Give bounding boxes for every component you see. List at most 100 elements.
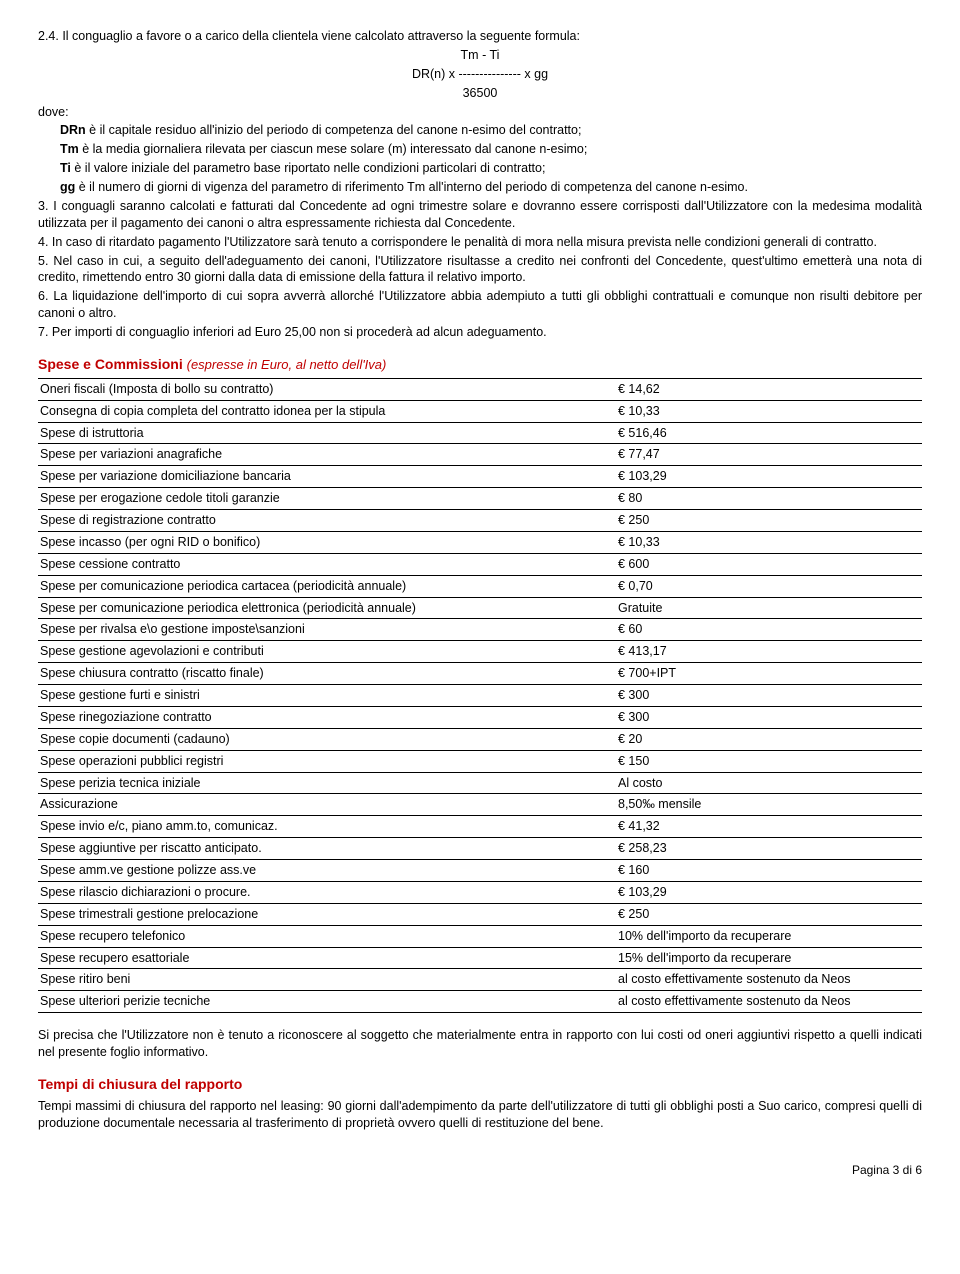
spese-value: al costo effettivamente sostenuto da Neo… [616, 969, 922, 991]
spese-value: € 300 [616, 706, 922, 728]
spese-value: € 41,32 [616, 816, 922, 838]
spese-label: Spese per variazioni anagrafiche [38, 444, 616, 466]
spese-label: Spese copie documenti (cadauno) [38, 728, 616, 750]
formula-line-1: Tm - Ti [38, 47, 922, 64]
spese-value: € 516,46 [616, 422, 922, 444]
table-row: Spese gestione agevolazioni e contributi… [38, 641, 922, 663]
table-row: Assicurazione8,50‰ mensile [38, 794, 922, 816]
table-row: Spese per variazione domiciliazione banc… [38, 466, 922, 488]
spese-label: Spese rinegoziazione contratto [38, 706, 616, 728]
def-drn-label: DRn [60, 123, 86, 137]
spese-label: Assicurazione [38, 794, 616, 816]
nota-utilizzatore: Si precisa che l'Utilizzatore non è tenu… [38, 1027, 922, 1061]
table-row: Spese operazioni pubblici registri€ 150 [38, 750, 922, 772]
table-row: Spese di registrazione contratto€ 250 [38, 510, 922, 532]
table-row: Spese recupero telefonico10% dell'import… [38, 925, 922, 947]
table-row: Spese rilascio dichiarazioni o procure.€… [38, 881, 922, 903]
def-ti: Ti è il valore iniziale del parametro ba… [38, 160, 922, 177]
spese-heading-sub: (espresse in Euro, al netto dell'Iva) [187, 357, 387, 372]
spese-label: Spese gestione furti e sinistri [38, 685, 616, 707]
def-gg-label: gg [60, 180, 75, 194]
table-row: Spese amm.ve gestione polizze ass.ve€ 16… [38, 860, 922, 882]
page-footer: Pagina 3 di 6 [38, 1162, 922, 1178]
spese-table: Oneri fiscali (Imposta di bollo su contr… [38, 378, 922, 1013]
def-tm: Tm è la media giornaliera rilevata per c… [38, 141, 922, 158]
spese-value: € 160 [616, 860, 922, 882]
spese-heading-main: Spese e Commissioni [38, 356, 187, 372]
tempi-heading: Tempi di chiusura del rapporto [38, 1075, 922, 1094]
spese-label: Spese recupero telefonico [38, 925, 616, 947]
formula-line-2: DR(n) x --------------- x gg [38, 66, 922, 83]
spese-value: € 150 [616, 750, 922, 772]
spese-value: € 14,62 [616, 378, 922, 400]
formula-section: 2.4. Il conguaglio a favore o a carico d… [38, 28, 922, 341]
spese-value: € 10,33 [616, 400, 922, 422]
table-row: Spese incasso (per ogni RID o bonifico)€… [38, 531, 922, 553]
spese-label: Spese gestione agevolazioni e contributi [38, 641, 616, 663]
spese-value: 15% dell'importo da recuperare [616, 947, 922, 969]
table-row: Spese per comunicazione periodica cartac… [38, 575, 922, 597]
spese-value: € 10,33 [616, 531, 922, 553]
spese-label: Spese amm.ve gestione polizze ass.ve [38, 860, 616, 882]
spese-label: Spese recupero esattoriale [38, 947, 616, 969]
spese-value: € 250 [616, 510, 922, 532]
para-6: 6. La liquidazione dell'importo di cui s… [38, 288, 922, 322]
spese-label: Spese per comunicazione periodica cartac… [38, 575, 616, 597]
para-5: 5. Nel caso in cui, a seguito dell'adegu… [38, 253, 922, 287]
spese-label: Oneri fiscali (Imposta di bollo su contr… [38, 378, 616, 400]
spese-label: Spese per erogazione cedole titoli garan… [38, 488, 616, 510]
spese-value: € 300 [616, 685, 922, 707]
table-row: Spese ritiro benial costo effettivamente… [38, 969, 922, 991]
spese-value: € 600 [616, 553, 922, 575]
table-row: Spese gestione furti e sinistri€ 300 [38, 685, 922, 707]
def-ti-label: Ti [60, 161, 71, 175]
spese-value: € 700+IPT [616, 663, 922, 685]
spese-label: Spese cessione contratto [38, 553, 616, 575]
spese-value: € 60 [616, 619, 922, 641]
table-row: Spese ulteriori perizie tecnicheal costo… [38, 991, 922, 1013]
table-row: Consegna di copia completa del contratto… [38, 400, 922, 422]
def-tm-text: è la media giornaliera rilevata per cias… [79, 142, 588, 156]
table-row: Spese invio e/c, piano amm.to, comunicaz… [38, 816, 922, 838]
spese-label: Spese di registrazione contratto [38, 510, 616, 532]
spese-label: Spese operazioni pubblici registri [38, 750, 616, 772]
tempi-text: Tempi massimi di chiusura del rapporto n… [38, 1098, 922, 1132]
table-row: Spese recupero esattoriale15% dell'impor… [38, 947, 922, 969]
spese-value: 8,50‰ mensile [616, 794, 922, 816]
def-ti-text: è il valore iniziale del parametro base … [71, 161, 546, 175]
table-row: Spese rinegoziazione contratto€ 300 [38, 706, 922, 728]
spese-value: 10% dell'importo da recuperare [616, 925, 922, 947]
table-row: Spese per rivalsa e\o gestione imposte\s… [38, 619, 922, 641]
para-3: 3. I conguagli saranno calcolati e fattu… [38, 198, 922, 232]
para-2-4: 2.4. Il conguaglio a favore o a carico d… [38, 28, 922, 45]
spese-value: € 250 [616, 903, 922, 925]
spese-label: Consegna di copia completa del contratto… [38, 400, 616, 422]
def-gg: gg è il numero di giorni di vigenza del … [38, 179, 922, 196]
spese-label: Spese perizia tecnica iniziale [38, 772, 616, 794]
spese-label: Spese ritiro beni [38, 969, 616, 991]
table-row: Spese per comunicazione periodica elettr… [38, 597, 922, 619]
table-row: Spese aggiuntive per riscatto anticipato… [38, 838, 922, 860]
spese-value: Al costo [616, 772, 922, 794]
spese-value: € 20 [616, 728, 922, 750]
spese-label: Spese per variazione domiciliazione banc… [38, 466, 616, 488]
spese-value: al costo effettivamente sostenuto da Neo… [616, 991, 922, 1013]
table-row: Oneri fiscali (Imposta di bollo su contr… [38, 378, 922, 400]
spese-label: Spese per rivalsa e\o gestione imposte\s… [38, 619, 616, 641]
def-drn-text: è il capitale residuo all'inizio del per… [86, 123, 582, 137]
spese-label: Spese di istruttoria [38, 422, 616, 444]
spese-value: € 103,29 [616, 881, 922, 903]
table-row: Spese di istruttoria€ 516,46 [38, 422, 922, 444]
table-row: Spese trimestrali gestione prelocazione€… [38, 903, 922, 925]
spese-value: € 80 [616, 488, 922, 510]
para-7: 7. Per importi di conguaglio inferiori a… [38, 324, 922, 341]
spese-label: Spese trimestrali gestione prelocazione [38, 903, 616, 925]
spese-label: Spese ulteriori perizie tecniche [38, 991, 616, 1013]
table-row: Spese per variazioni anagrafiche€ 77,47 [38, 444, 922, 466]
spese-label: Spese incasso (per ogni RID o bonifico) [38, 531, 616, 553]
def-gg-text: è il numero di giorni di vigenza del par… [75, 180, 748, 194]
spese-value: € 258,23 [616, 838, 922, 860]
spese-value: € 413,17 [616, 641, 922, 663]
table-row: Spese per erogazione cedole titoli garan… [38, 488, 922, 510]
spese-label: Spese chiusura contratto (riscatto final… [38, 663, 616, 685]
